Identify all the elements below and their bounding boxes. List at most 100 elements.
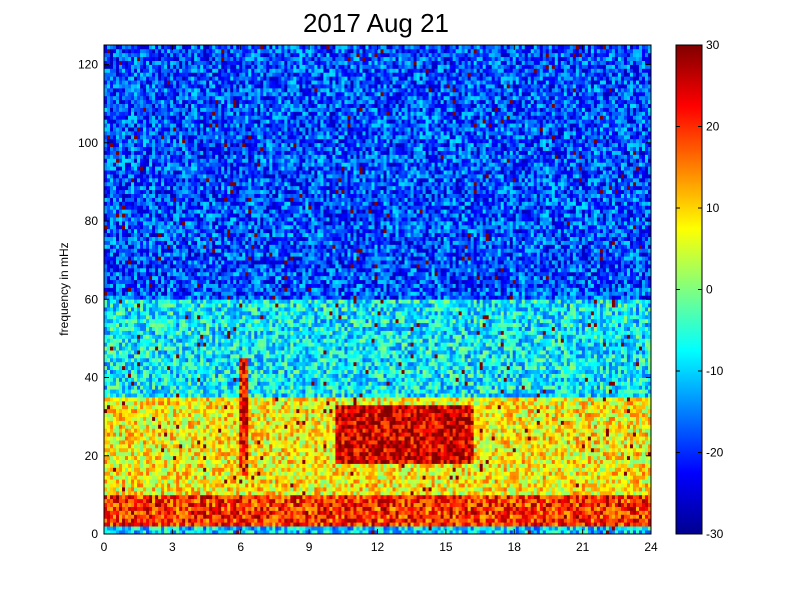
heatmap-cell: [188, 424, 192, 429]
heatmap-cell: [128, 455, 132, 461]
heatmap-cell: [149, 162, 153, 167]
heatmap-cell: [209, 236, 213, 241]
heatmap-cell: [128, 127, 132, 132]
heatmap-cell: [161, 494, 165, 500]
heatmap-cell: [188, 326, 192, 331]
heatmap-cell: [185, 322, 189, 328]
heatmap-cell: [107, 444, 111, 449]
heatmap-cell: [143, 123, 147, 128]
heatmap-cell: [200, 232, 204, 238]
heatmap-cell: [119, 487, 123, 492]
heatmap-cell: [221, 471, 225, 476]
heatmap-cell: [206, 412, 210, 417]
heatmap-cell: [164, 283, 168, 288]
heatmap-cell: [173, 95, 177, 101]
heatmap-cell: [125, 299, 129, 304]
heatmap-cell: [149, 467, 153, 472]
heatmap-cell: [194, 248, 198, 253]
heatmap-cell: [122, 365, 126, 371]
heatmap-cell: [110, 451, 114, 457]
heatmap-cell: [194, 205, 198, 210]
heatmap-cell: [194, 385, 198, 390]
heatmap-cell: [200, 181, 204, 187]
heatmap-cell: [131, 498, 135, 504]
heatmap-cell: [125, 483, 129, 488]
heatmap-cell: [167, 162, 171, 167]
heatmap-cell: [122, 342, 126, 347]
heatmap-cell: [164, 322, 168, 328]
heatmap-cell: [104, 138, 108, 144]
heatmap-cell: [149, 68, 153, 73]
heatmap-cell: [131, 404, 135, 410]
heatmap-cell: [209, 256, 213, 261]
heatmap-cell: [140, 138, 144, 144]
heatmap-cell: [122, 56, 126, 61]
heatmap-cell: [209, 115, 213, 120]
heatmap-cell: [134, 428, 138, 433]
heatmap-cell: [209, 150, 213, 155]
heatmap-cell: [185, 400, 189, 406]
heatmap-cell: [137, 264, 141, 269]
heatmap-cell: [173, 60, 177, 65]
heatmap-cell: [179, 91, 183, 97]
heatmap-cell: [107, 228, 111, 234]
heatmap-cell: [161, 428, 165, 433]
heatmap-cell: [116, 303, 120, 308]
heatmap-cell: [143, 248, 147, 253]
heatmap-cell: [125, 275, 129, 281]
heatmap-cell: [215, 326, 219, 331]
heatmap-cell: [149, 232, 153, 238]
heatmap-cell: [137, 381, 141, 386]
heatmap-cell: [104, 189, 108, 194]
heatmap-cell: [212, 95, 216, 101]
heatmap-cell: [212, 99, 216, 105]
heatmap-cell: [149, 342, 153, 347]
heatmap-cell: [116, 494, 120, 500]
heatmap-cell: [188, 502, 192, 507]
heatmap-cell: [140, 213, 144, 218]
heatmap-cell: [128, 48, 132, 54]
heatmap-cell: [173, 471, 177, 476]
heatmap-cell: [134, 412, 138, 417]
heatmap-cell: [104, 451, 108, 457]
heatmap-cell: [197, 506, 201, 511]
heatmap-cell: [194, 314, 198, 320]
heatmap-cell: [158, 123, 162, 128]
heatmap-cell: [107, 119, 111, 124]
heatmap-cell: [188, 201, 192, 206]
heatmap-cell: [194, 369, 198, 374]
heatmap-cell: [212, 307, 216, 312]
heatmap-cell: [116, 236, 120, 241]
heatmap-cell: [182, 295, 186, 300]
heatmap-cell: [197, 275, 201, 281]
heatmap-cell: [149, 311, 153, 316]
heatmap-cell: [176, 455, 180, 461]
heatmap-cell: [182, 522, 186, 527]
heatmap-cell: [212, 127, 216, 132]
heatmap-cell: [200, 256, 204, 261]
heatmap-cell: [125, 95, 129, 101]
heatmap-cell: [155, 361, 159, 367]
heatmap-cell: [113, 393, 117, 398]
heatmap-cell: [131, 416, 135, 421]
heatmap-cell: [140, 432, 144, 437]
heatmap-cell: [113, 287, 117, 292]
heatmap-cell: [176, 318, 180, 324]
heatmap-cell: [185, 342, 189, 347]
heatmap-cell: [140, 287, 144, 292]
heatmap-cell: [176, 166, 180, 171]
heatmap-cell: [113, 228, 117, 234]
heatmap-cell: [203, 150, 207, 155]
heatmap-cell: [155, 283, 159, 288]
heatmap-cell: [140, 483, 144, 488]
heatmap-cell: [221, 189, 225, 194]
heatmap-cell: [107, 174, 111, 179]
heatmap-cell: [143, 334, 147, 339]
heatmap-cell: [209, 127, 213, 132]
heatmap-cell: [113, 475, 117, 480]
heatmap-cell: [206, 299, 210, 304]
heatmap-cell: [128, 174, 132, 179]
heatmap-cell: [179, 119, 183, 124]
heatmap-cell: [134, 68, 138, 73]
heatmap-cell: [203, 369, 207, 374]
